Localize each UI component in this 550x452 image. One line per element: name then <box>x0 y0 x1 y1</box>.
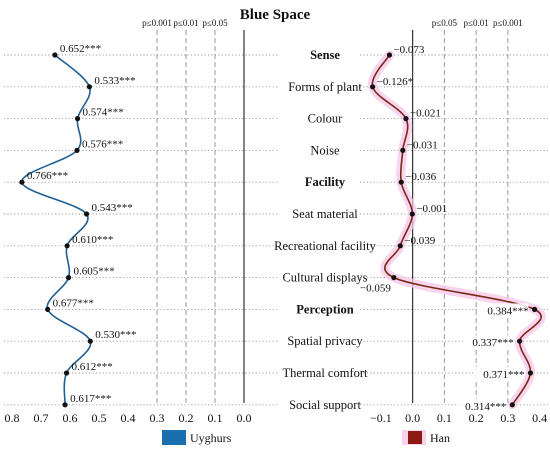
x-tick-label-right: −0.1 <box>370 411 392 425</box>
point-han <box>386 52 393 58</box>
threshold-label-right: p≤0.001 <box>493 18 523 28</box>
value-label-uyghurs: 0.610*** <box>72 234 113 246</box>
point-uyghurs <box>86 84 93 90</box>
value-label-han: −0.036 <box>405 171 436 183</box>
text-layer: p≤0.001 p≤0.01 p≤0.05 p≤0.05 p≤0.01 p≤0.0010.… <box>5 18 548 425</box>
series-line-uyghurs <box>21 54 92 405</box>
value-label-han: −0.031 <box>407 139 438 151</box>
category-label: Thermal comfort <box>282 366 368 380</box>
legend-label-uyghurs: Uyghurs <box>190 431 232 445</box>
value-label-uyghurs: 0.543*** <box>92 202 133 214</box>
x-tick-label-right: 0.3 <box>500 411 515 425</box>
point-uyghurs <box>45 306 51 312</box>
point-han <box>409 211 415 217</box>
value-label-bg-han <box>474 367 525 380</box>
value-label-bg-han <box>456 398 507 412</box>
category-label: Noise <box>310 143 340 157</box>
category-label: Spatial privacy <box>287 334 363 348</box>
point-uyghurs <box>74 147 80 153</box>
point-uyghurs <box>63 370 70 376</box>
x-tick-label-left: 0.5 <box>92 411 107 425</box>
value-label-uyghurs: 0.533*** <box>94 75 135 87</box>
point-han <box>509 402 515 408</box>
value-label-uyghurs: 0.530*** <box>95 329 136 341</box>
category-label: Facility <box>305 175 346 189</box>
category-label: Colour <box>308 112 344 126</box>
x-tick-label-left: 0.7 <box>34 411 49 425</box>
value-label-han: −0.126* <box>377 76 413 88</box>
x-tick-label-left: 0.4 <box>121 411 136 425</box>
value-label-uyghurs: 0.617*** <box>70 393 111 405</box>
point-han <box>391 275 397 281</box>
x-tick-label-left: 0.8 <box>5 411 20 425</box>
value-label-uyghurs: 0.677*** <box>53 297 94 309</box>
value-label-uyghurs: 0.574*** <box>83 107 124 119</box>
category-label: Forms of plant <box>288 80 362 94</box>
legend: Uyghurs Han <box>162 430 450 445</box>
value-label-uyghurs: 0.605*** <box>74 266 115 278</box>
point-han <box>531 306 538 312</box>
threshold-label-right: p≤0.01 <box>464 18 489 28</box>
x-tick-label-left: 0.6 <box>63 411 78 425</box>
legend-label-han: Han <box>430 431 450 445</box>
x-tick-label-right: 0.1 <box>437 411 452 425</box>
legend-swatch-han <box>408 431 422 444</box>
value-label-han: 0.337*** <box>472 337 513 349</box>
chart-title: Blue Space <box>240 7 311 23</box>
value-label-uyghurs: 0.652*** <box>60 43 101 55</box>
x-tick-label-right: 0.2 <box>469 411 484 425</box>
category-label: Recreational facility <box>274 239 376 253</box>
point-han <box>398 179 404 185</box>
point-han <box>397 243 403 249</box>
value-label-han: −0.059 <box>360 283 391 295</box>
category-label: Seat material <box>292 207 358 221</box>
legend-swatch-uyghurs <box>162 430 186 445</box>
threshold-label-right: p≤0.05 <box>432 18 458 28</box>
value-label-uyghurs: 0.766*** <box>27 170 68 182</box>
category-label: Social support <box>289 398 361 412</box>
grid-layer <box>4 30 548 406</box>
point-uyghurs <box>64 243 70 249</box>
x-tick-label-left: 0.3 <box>150 411 165 425</box>
point-uyghurs <box>52 52 58 58</box>
point-han <box>527 370 534 376</box>
value-label-uyghurs: 0.576*** <box>82 138 123 150</box>
x-tick-label-left: 0.1 <box>208 411 223 425</box>
x-tick-label-left: 0.2 <box>179 411 194 425</box>
value-label-bg-han <box>478 303 529 317</box>
point-han <box>403 116 409 122</box>
category-label: Sense <box>310 48 340 62</box>
x-tick-label-right: 0.0 <box>405 411 420 425</box>
value-label-han: −0.021 <box>410 108 441 120</box>
value-label-han: −0.001 <box>416 203 447 215</box>
x-tick-label-left: 0.0 <box>237 411 252 425</box>
point-uyghurs <box>65 275 72 281</box>
category-label: Cultural displays <box>282 271 367 285</box>
value-label-han: −0.039 <box>404 235 435 247</box>
value-label-han: 0.384*** <box>487 305 528 317</box>
value-label-han: 0.371*** <box>483 369 524 381</box>
value-label-han: −0.073 <box>393 44 424 56</box>
x-tick-label-right: 0.4 <box>532 411 547 425</box>
point-uyghurs <box>19 179 25 185</box>
threshold-label-left: p≤0.01 <box>173 18 198 28</box>
point-uyghurs <box>62 402 68 408</box>
series-glow-han <box>367 50 546 410</box>
marks-layer <box>19 52 538 412</box>
threshold-label-left: p≤0.05 <box>202 18 228 28</box>
point-han <box>400 147 406 153</box>
value-label-uyghurs: 0.612*** <box>72 361 113 373</box>
point-han <box>517 338 523 344</box>
point-uyghurs <box>74 116 81 122</box>
point-han <box>370 84 376 90</box>
value-label-han: 0.314*** <box>465 401 506 413</box>
point-uyghurs <box>83 211 90 217</box>
point-uyghurs <box>87 338 93 344</box>
category-label: Perception <box>296 302 353 316</box>
value-label-bg-han <box>463 335 514 349</box>
threshold-label-left: p≤0.001 <box>142 18 172 28</box>
